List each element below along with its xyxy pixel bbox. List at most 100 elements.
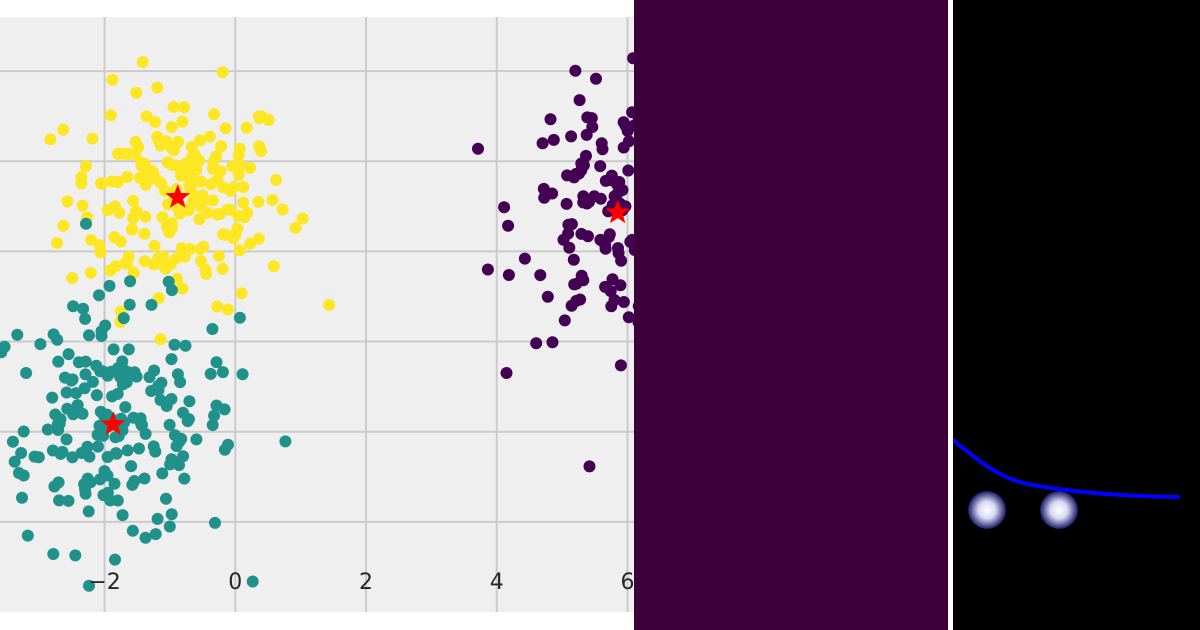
scatter-point — [57, 219, 70, 232]
scatter-point — [567, 253, 580, 266]
scatter-point — [632, 302, 634, 310]
scatter-point — [129, 136, 142, 148]
scatter-point — [149, 528, 162, 541]
scatter-point — [69, 549, 82, 562]
scatter-point — [252, 195, 265, 208]
scatter-point — [121, 171, 134, 183]
scatter-point — [62, 494, 75, 507]
scatter-point — [206, 194, 219, 207]
scatter-point — [222, 303, 234, 316]
scatter-point — [179, 339, 192, 352]
scatter-point — [61, 402, 74, 415]
scatter-point — [210, 356, 223, 369]
scatter-point — [154, 333, 167, 346]
scatter-point — [46, 391, 59, 404]
scatter-point — [53, 494, 66, 507]
scatter-point — [121, 444, 134, 457]
scatter-point — [79, 355, 92, 368]
scatter-point — [232, 149, 245, 162]
centroid-star-marker — [605, 199, 630, 224]
scatter-point — [107, 343, 120, 356]
scatter-point — [103, 279, 116, 292]
scatter-point — [126, 223, 139, 236]
scatter-point — [80, 217, 92, 230]
scatter-point — [227, 232, 240, 245]
scatter-point — [558, 314, 571, 327]
scatter-point — [90, 389, 103, 402]
scatter-point — [602, 205, 615, 218]
scatter-point — [79, 368, 92, 381]
scatter-point — [139, 531, 152, 544]
scatter-point — [619, 119, 632, 132]
scatter-point — [60, 433, 73, 446]
scatter-point — [165, 508, 178, 521]
scatter-point — [177, 450, 190, 463]
scatter-point — [91, 440, 104, 453]
scatter-point — [570, 277, 583, 290]
scatter-point — [216, 262, 229, 275]
scatter-point — [70, 387, 83, 400]
scatter-point — [101, 469, 114, 482]
scatter-point — [544, 113, 557, 126]
scatter-point — [98, 410, 111, 423]
purple-panel — [634, 0, 948, 630]
scatter-point — [502, 219, 515, 232]
scatter-point — [157, 250, 170, 263]
scatter-point — [240, 121, 253, 134]
scatter-point — [139, 427, 152, 440]
scatter-point — [606, 273, 619, 286]
scatter-point — [622, 164, 634, 177]
scatter-point — [209, 516, 221, 529]
scatter-point — [267, 260, 280, 273]
scatter-point — [133, 442, 145, 455]
scatter-point — [75, 171, 88, 184]
scatter-point — [626, 106, 634, 119]
scatter-point — [44, 133, 57, 146]
scatter-point — [84, 266, 97, 279]
glow-orb-1 — [968, 491, 1006, 529]
scatter-point — [211, 300, 224, 313]
scatter-point — [104, 109, 117, 122]
scatter-point — [581, 197, 593, 210]
scatter-point — [565, 218, 578, 231]
black-panel — [953, 0, 1200, 630]
scatter-chart-panel: −2 0 2 4 6 — [0, 17, 635, 612]
scatter-point — [617, 141, 630, 154]
scatter-point — [270, 173, 283, 186]
scatter-point — [217, 228, 229, 241]
blue-curve — [953, 438, 1180, 499]
scatter-point — [188, 148, 201, 161]
scatter-point — [81, 440, 94, 453]
scatter-point — [138, 472, 151, 485]
scatter-point — [94, 246, 107, 259]
scatter-point — [147, 440, 160, 453]
scatter-point — [47, 548, 60, 560]
scatter-point — [232, 209, 245, 222]
scatter-point — [82, 505, 95, 518]
scatter-point — [76, 199, 89, 212]
scatter-point — [17, 469, 30, 482]
scatter-point — [138, 255, 151, 268]
scatter-point — [34, 338, 47, 351]
scatter-point — [130, 86, 143, 99]
scatter-point — [194, 134, 206, 147]
scatter-point — [20, 367, 33, 379]
scatter-point — [17, 425, 30, 438]
scatter-point — [149, 116, 162, 128]
scatter-point — [569, 64, 582, 77]
scatter-point — [106, 73, 119, 86]
scatter-point — [518, 252, 531, 265]
scatter-point — [60, 386, 73, 399]
scatter-point — [95, 330, 108, 342]
scatter-point — [171, 368, 184, 381]
scatter-point — [15, 447, 28, 459]
scatter-point — [168, 338, 181, 351]
scatter-point — [126, 524, 139, 537]
scatter-point — [79, 312, 92, 325]
scatter-point — [57, 123, 70, 136]
scatter-point — [616, 184, 629, 196]
scatter-point — [129, 148, 141, 161]
scatter-point — [216, 366, 229, 379]
scatter-point — [498, 201, 511, 214]
scatter-point — [109, 553, 121, 566]
